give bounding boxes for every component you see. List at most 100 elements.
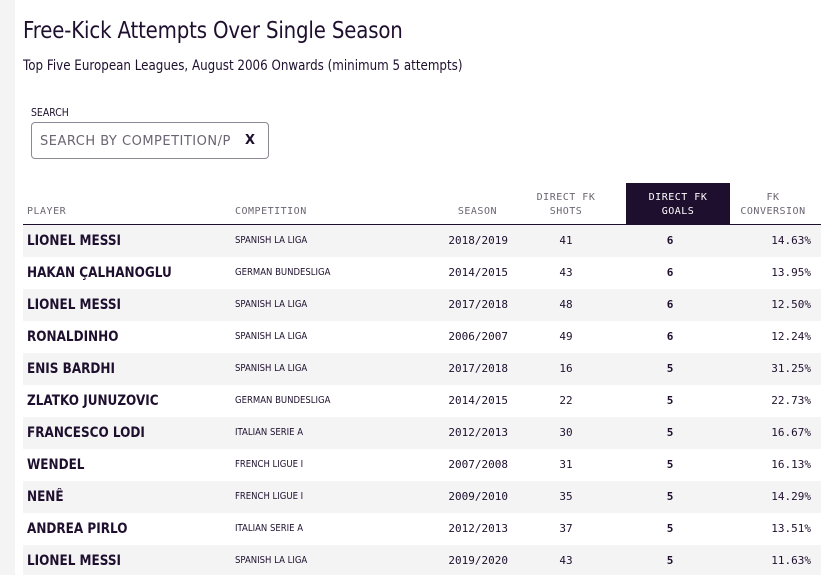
season-value: 2012/2013 <box>448 522 508 535</box>
competition-name: SPANISH LA LIGA <box>235 235 308 246</box>
goals-value: 5 <box>666 522 674 535</box>
shots-value: 30 <box>559 426 573 439</box>
table-row: LIONEL MESSI SPANISH LA LIGA 2019/2020 4… <box>23 545 821 575</box>
competition-name: SPANISH LA LIGA <box>235 555 308 566</box>
goals-value: 5 <box>666 458 674 471</box>
season-value: 2012/2013 <box>448 426 508 439</box>
competition-name: ITALIAN SERIE A <box>235 427 304 438</box>
conversion-value: 22.73% <box>771 394 811 407</box>
competition-name: SPANISH LA LIGA <box>235 299 308 310</box>
competition-name: FRENCH LIGUE I <box>235 459 304 470</box>
player-name: LIONEL MESSI <box>27 553 122 569</box>
table-body: LIONEL MESSI SPANISH LA LIGA 2018/2019 4… <box>23 225 821 575</box>
season-value: 2014/2015 <box>448 394 508 407</box>
conversion-value: 14.63% <box>771 234 811 247</box>
table-row: RONALDINHO SPANISH LA LIGA 2006/2007 49 … <box>23 321 821 353</box>
column-header-shots-line2: SHOTS <box>549 206 583 217</box>
left-gutter <box>0 0 15 575</box>
page-subtitle: Top Five European Leagues, August 2006 O… <box>23 58 463 74</box>
season-value: 2017/2018 <box>448 298 508 311</box>
table-row: NENÊ FRENCH LIGUE I 2009/2010 35 5 14.29… <box>23 481 821 513</box>
column-header-shots[interactable]: DIRECT FK SHOTS <box>526 191 606 219</box>
competition-name: SPANISH LA LIGA <box>235 331 308 342</box>
column-header-conversion-line2: CONVERSION <box>740 206 806 217</box>
column-header-conversion[interactable]: FK CONVERSION <box>731 191 815 219</box>
column-header-competition[interactable]: COMPETITION <box>235 206 307 217</box>
conversion-value: 11.63% <box>771 554 811 567</box>
table-row: ANDREA PIRLO ITALIAN SERIE A 2012/2013 3… <box>23 513 821 545</box>
player-name: LIONEL MESSI <box>27 233 122 249</box>
season-value: 2014/2015 <box>448 266 508 279</box>
shots-value: 16 <box>559 362 573 375</box>
shots-value: 49 <box>559 330 573 343</box>
goals-value: 5 <box>666 394 674 407</box>
season-value: 2009/2010 <box>448 490 508 503</box>
shots-value: 35 <box>559 490 573 503</box>
column-header-conversion-line1: FK <box>766 192 780 203</box>
competition-name: SPANISH LA LIGA <box>235 363 308 374</box>
conversion-value: 12.24% <box>771 330 811 343</box>
shots-value: 43 <box>559 266 573 279</box>
column-header-goals-line2: GOALS <box>661 206 695 217</box>
column-header-shots-line1: DIRECT FK <box>536 192 596 203</box>
conversion-value: 13.51% <box>771 522 811 535</box>
goals-value: 5 <box>666 426 674 439</box>
player-name: HAKAN ÇALHANOGLU <box>27 265 172 281</box>
season-value: 2019/2020 <box>448 554 508 567</box>
free-kick-table: PLAYER COMPETITION SEASON DIRECT FK SHOT… <box>23 183 821 575</box>
competition-name: GERMAN BUNDESLIGA <box>235 395 331 406</box>
search-input[interactable] <box>40 131 230 151</box>
shots-value: 37 <box>559 522 573 535</box>
table-row: HAKAN ÇALHANOGLU GERMAN BUNDESLIGA 2014/… <box>23 257 821 289</box>
goals-value: 6 <box>666 266 674 279</box>
table-header: PLAYER COMPETITION SEASON DIRECT FK SHOT… <box>23 183 821 225</box>
shots-value: 31 <box>559 458 573 471</box>
season-value: 2006/2007 <box>448 330 508 343</box>
goals-value: 6 <box>666 234 674 247</box>
conversion-value: 12.50% <box>771 298 811 311</box>
search-box: X <box>31 122 269 159</box>
table-row: ENIS BARDHI SPANISH LA LIGA 2017/2018 16… <box>23 353 821 385</box>
player-name: WENDEL <box>27 457 85 473</box>
conversion-value: 16.13% <box>771 458 811 471</box>
player-name: ENIS BARDHI <box>27 361 115 377</box>
competition-name: GERMAN BUNDESLIGA <box>235 267 331 278</box>
competition-name: FRENCH LIGUE I <box>235 491 304 502</box>
search-label: SEARCH <box>31 106 69 119</box>
shots-value: 22 <box>559 394 573 407</box>
season-value: 2007/2008 <box>448 458 508 471</box>
column-header-player[interactable]: PLAYER <box>27 206 67 217</box>
table-row: FRANCESCO LODI ITALIAN SERIE A 2012/2013… <box>23 417 821 449</box>
goals-value: 5 <box>666 362 674 375</box>
conversion-value: 14.29% <box>771 490 811 503</box>
player-name: LIONEL MESSI <box>27 297 122 313</box>
goals-value: 6 <box>666 330 674 343</box>
column-header-goals-line1: DIRECT FK <box>648 192 708 203</box>
shots-value: 41 <box>559 234 573 247</box>
goals-value: 6 <box>666 298 674 311</box>
clear-search-button[interactable]: X <box>242 131 258 151</box>
season-value: 2018/2019 <box>448 234 508 247</box>
conversion-value: 16.67% <box>771 426 811 439</box>
season-value: 2017/2018 <box>448 362 508 375</box>
player-name: RONALDINHO <box>27 329 119 345</box>
table-row: LIONEL MESSI SPANISH LA LIGA 2018/2019 4… <box>23 225 821 257</box>
table-row: WENDEL FRENCH LIGUE I 2007/2008 31 5 16.… <box>23 449 821 481</box>
table-row: ZLATKO JUNUZOVIC GERMAN BUNDESLIGA 2014/… <box>23 385 821 417</box>
column-header-goals[interactable]: DIRECT FK GOALS <box>626 183 730 225</box>
page-title: Free-Kick Attempts Over Single Season <box>23 18 403 44</box>
content-panel: Free-Kick Attempts Over Single Season To… <box>15 0 821 575</box>
column-header-season[interactable]: SEASON <box>457 206 497 217</box>
player-name: ZLATKO JUNUZOVIC <box>27 393 159 409</box>
conversion-value: 31.25% <box>771 362 811 375</box>
player-name: NENÊ <box>27 489 64 505</box>
shots-value: 48 <box>559 298 573 311</box>
table-row: LIONEL MESSI SPANISH LA LIGA 2017/2018 4… <box>23 289 821 321</box>
goals-value: 5 <box>666 554 674 567</box>
shots-value: 43 <box>559 554 573 567</box>
player-name: ANDREA PIRLO <box>27 521 128 537</box>
goals-value: 5 <box>666 490 674 503</box>
player-name: FRANCESCO LODI <box>27 425 145 441</box>
competition-name: ITALIAN SERIE A <box>235 523 304 534</box>
